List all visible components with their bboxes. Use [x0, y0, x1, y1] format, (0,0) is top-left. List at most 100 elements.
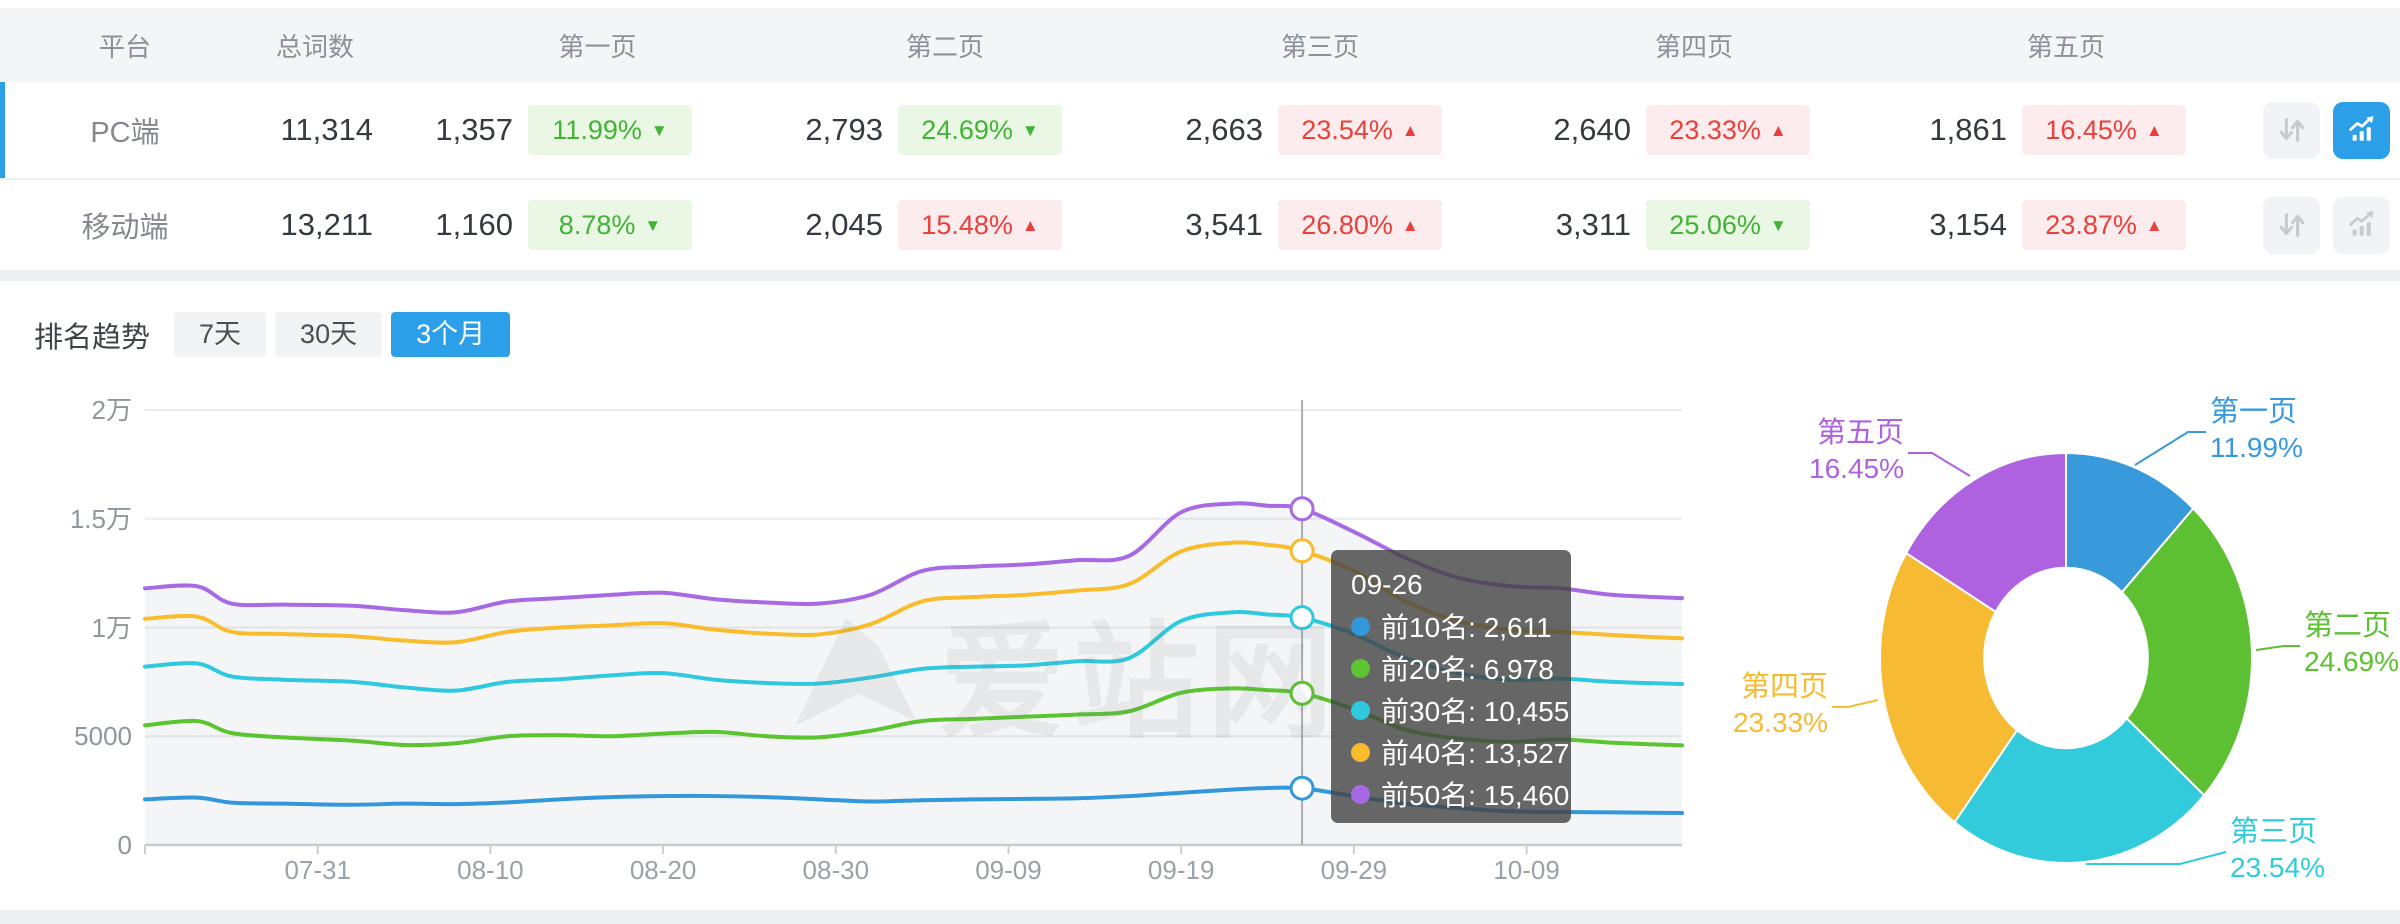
tooltip-item-text: 前20名: 6,978: [1381, 654, 1554, 685]
change-pct: 8.78%: [558, 209, 636, 240]
change-pct: 11.99%: [552, 114, 642, 145]
donut-leader-2: [2086, 851, 2227, 865]
page3-count: 3,541: [1185, 207, 1263, 242]
column-header-2: 第一页: [558, 31, 637, 62]
donut-label-pct: 16.45%: [1809, 453, 1904, 484]
change-badge: 24.69% ▼: [898, 105, 1062, 155]
tab-range-2[interactable]: 3个月: [391, 312, 511, 357]
donut-label-4: 第五页 16.45%: [1734, 415, 1904, 487]
chart-tooltip: 09-26 前10名: 2,611 前20名: 6,978 前30名: 10,455 前…: [1331, 550, 1571, 823]
column-header-3: 第二页: [905, 31, 984, 62]
trend-button[interactable]: [2333, 196, 2390, 254]
platform-label: PC端: [90, 117, 160, 149]
page3-change-cell: 23.54% ▲: [1265, 105, 1455, 155]
change-pct: 24.69%: [921, 114, 1013, 145]
page1-count: 1,160: [435, 207, 513, 242]
arrow-up-icon: ▲: [1401, 215, 1419, 235]
donut-label-1: 第二页 24.69%: [2304, 608, 2400, 680]
change-badge: 8.78% ▼: [528, 200, 692, 250]
page1-change-cell: 8.78% ▼: [515, 200, 705, 250]
tooltip-item-text: 前50名: 15,460: [1381, 780, 1570, 811]
arrow-up-icon: ▲: [1021, 215, 1039, 235]
donut-label-name: 第四页: [1740, 671, 1828, 703]
total-words-value: 11,314: [280, 112, 373, 147]
x-tick-label-2: 08-20: [629, 855, 697, 885]
tooltip-item-2: 前30名: 10,455: [1351, 689, 1569, 731]
change-pct: 26.80%: [1301, 209, 1393, 240]
table-header: 平台 总词数 第一页 第二页 第三页 第四页 第五页: [0, 8, 2400, 83]
page4-count: 2,640: [1553, 112, 1631, 147]
change-badge: 23.54% ▲: [1278, 105, 1442, 155]
trend-line-chart[interactable]: [0, 281, 2400, 910]
marker-3: [1289, 538, 1315, 564]
x-tick-label-4: 09-09: [975, 855, 1042, 885]
x-tick-label-5: 09-19: [1147, 855, 1215, 885]
marker-2: [1289, 605, 1315, 631]
page2-count: 2,793: [805, 112, 883, 147]
page-distribution-donut: [1879, 451, 2253, 864]
change-badge: 23.33% ▲: [1646, 105, 1810, 155]
donut-leader-1: [2255, 645, 2300, 651]
arrow-up-icon: ▲: [2145, 215, 2163, 235]
donut-label-name: 第三页: [2230, 816, 2318, 848]
tooltip-item-0: 前10名: 2,611: [1351, 605, 1552, 647]
change-badge: 11.99% ▼: [528, 105, 692, 155]
tooltip-item-text: 前40名: 13,527: [1381, 738, 1570, 769]
change-pct: 23.33%: [1669, 114, 1761, 145]
y-tick-label-1: 5000: [74, 721, 132, 752]
marker-0: [1289, 775, 1315, 801]
trend-chart-icon: [2348, 115, 2374, 141]
arrow-down-icon: ▼: [650, 120, 668, 140]
donut-slice-4[interactable]: [1904, 451, 2067, 614]
tooltip-item-text: 前10名: 2,611: [1381, 612, 1552, 643]
donut-label-pct: 23.54%: [2230, 852, 2325, 883]
y-tick-label-2: 1万: [91, 612, 132, 643]
donut-label-pct: 23.33%: [1733, 707, 1828, 738]
sort-button[interactable]: [2263, 101, 2320, 159]
x-tick-label-7: 10-09: [1493, 855, 1560, 885]
arrow-down-icon: ▼: [1769, 215, 1787, 235]
x-tick-label-1: 08-10: [457, 855, 524, 885]
series-dot-icon: [1351, 616, 1370, 636]
tooltip-item-text: 前30名: 10,455: [1381, 696, 1570, 727]
page4-count: 3,311: [1555, 207, 1631, 242]
tooltip-date: 09-26: [1351, 569, 1423, 600]
column-header-6: 第五页: [2026, 31, 2105, 62]
x-tick-label-0: 07-31: [284, 855, 351, 885]
table-row-移动端[interactable]: 移动端 13,211 1,160 8.78% ▼ 2,045 15.48% ▲ 3,541 26.…: [0, 178, 2400, 270]
trend-button[interactable]: [2333, 101, 2390, 159]
series-dot-icon: [1351, 742, 1370, 762]
column-header-1: 总词数: [275, 31, 354, 62]
donut-slice-1[interactable]: [2120, 506, 2253, 797]
arrow-up-icon: ▲: [1769, 120, 1787, 140]
area-fill: [145, 503, 1682, 845]
page4-change-cell: 25.06% ▼: [1633, 200, 1823, 250]
donut-label-pct: 24.69%: [2304, 646, 2399, 677]
change-badge: 15.48% ▲: [898, 200, 1062, 250]
tab-range-0[interactable]: 7天: [174, 312, 267, 357]
column-header-0: 平台: [98, 31, 151, 62]
series-dot-icon: [1351, 784, 1370, 804]
page4-change-cell: 23.33% ▲: [1633, 105, 1823, 155]
tab-range-1[interactable]: 30天: [275, 312, 383, 357]
x-tick-label-3: 08-30: [802, 855, 870, 885]
change-pct: 23.87%: [2045, 209, 2137, 240]
y-tick-label-4: 2万: [91, 395, 132, 425]
page5-change-cell: 23.87% ▲: [2009, 200, 2199, 250]
change-badge: 25.06% ▼: [1646, 200, 1810, 250]
row-actions: [2199, 101, 2400, 159]
page5-count: 1,861: [1929, 112, 2007, 147]
page5-count: 3,154: [1929, 207, 2007, 242]
row-actions: [2199, 196, 2400, 254]
sort-button[interactable]: [2263, 196, 2320, 254]
page3-count: 2,663: [1185, 112, 1263, 147]
table-row-PC端[interactable]: PC端 11,314 1,357 11.99% ▼ 2,793 24.69% ▼ 2,663 23…: [0, 82, 2400, 178]
donut-leader-4: [1908, 452, 1971, 477]
tooltip-item-4: 前50名: 15,460: [1351, 773, 1569, 815]
donut-label-pct: 11.99%: [2210, 432, 2303, 463]
donut-slice-3[interactable]: [1879, 551, 2019, 824]
donut-label-0: 第一页 11.99%: [2210, 394, 2380, 466]
donut-slice-2[interactable]: [1953, 716, 2206, 864]
arrow-down-icon: ▼: [1021, 120, 1039, 140]
